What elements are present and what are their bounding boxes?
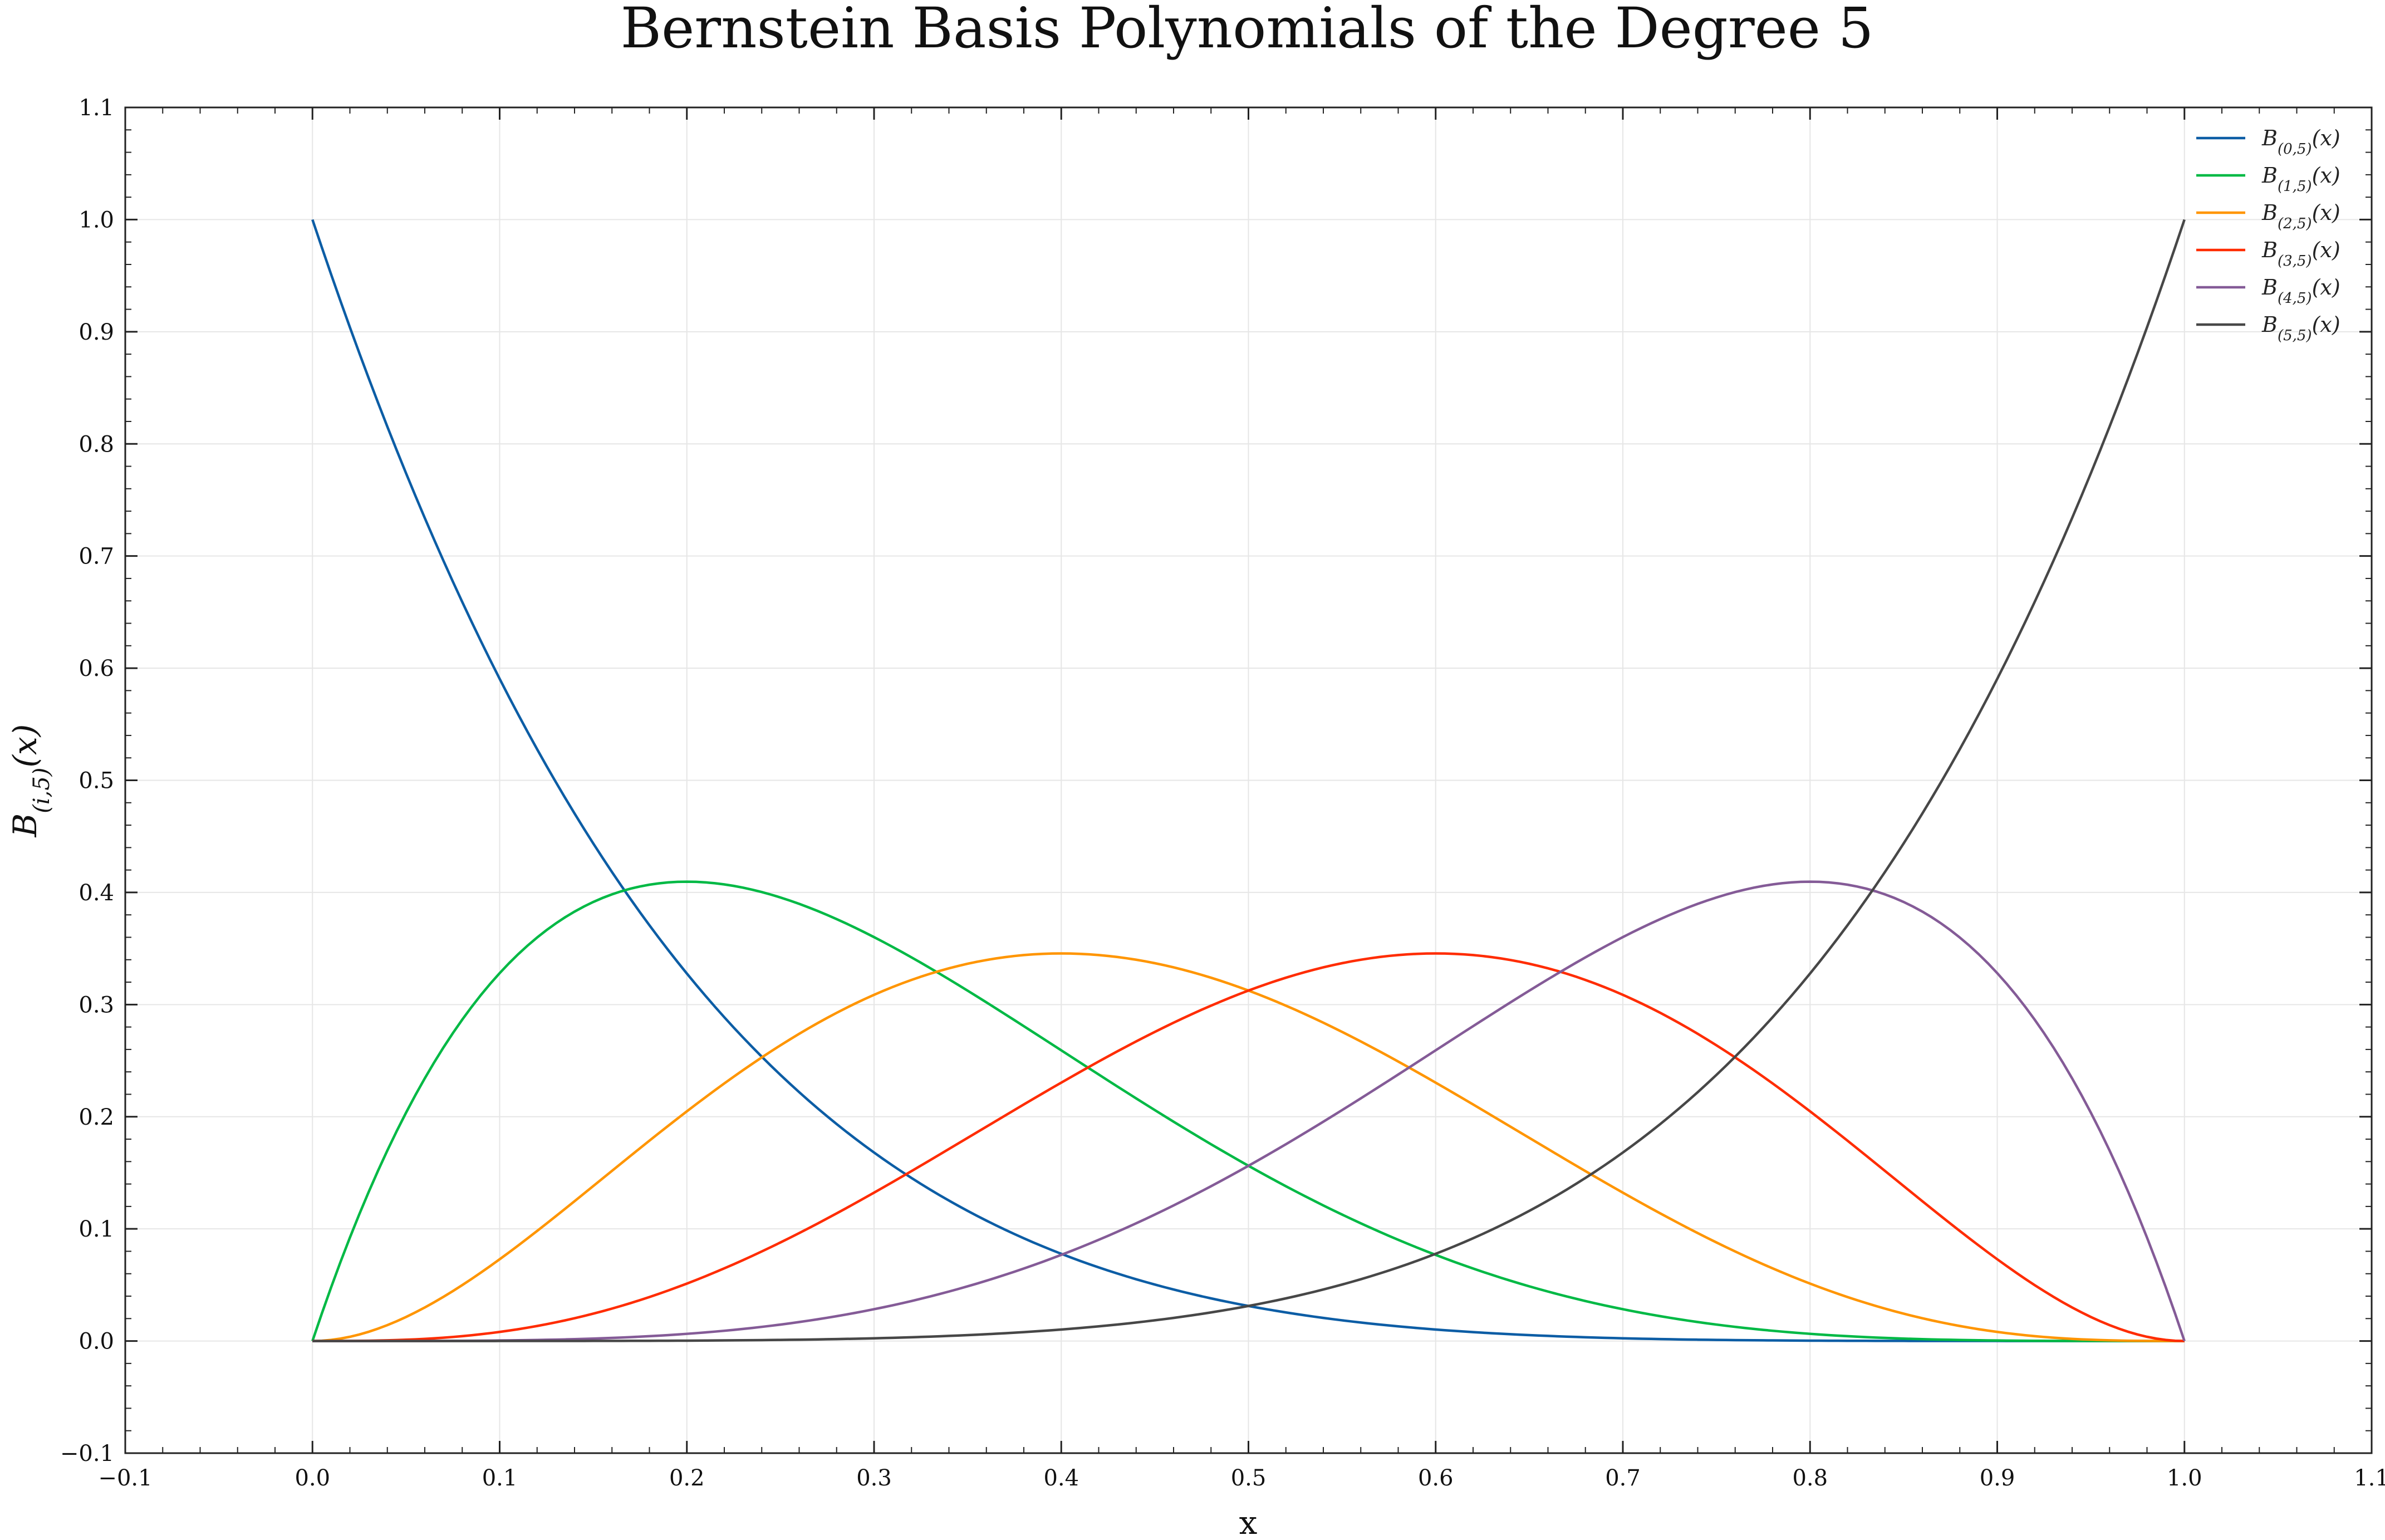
legend-label-base: B	[2261, 275, 2278, 300]
y-tick-label-11: 1.0	[78, 207, 114, 233]
legend-label-sub: (5,5)	[2278, 327, 2312, 344]
series-line-3	[312, 952, 2185, 1342]
y-tick-label-2: 0.1	[78, 1217, 114, 1242]
legend-label-arg: (x)	[2312, 126, 2340, 150]
y-tick-label-8: 0.7	[78, 544, 114, 570]
legend-label-arg: (x)	[2312, 163, 2340, 188]
legend-label-sub: (0,5)	[2278, 141, 2312, 158]
y-axis-label: B(i,5)(x)	[6, 724, 55, 838]
x-tick-label-8: 0.7	[1605, 1465, 1641, 1491]
y-tick-label-6: 0.5	[78, 768, 114, 794]
y-tick-labels: −0.1 0.0 0.1 0.2 0.3 0.4 0.5 0.6 0.7 0.8 0.9 1.0 1.1	[60, 95, 114, 1467]
series-curves	[311, 219, 2186, 1342]
chart-title: Bernstein Basis Polynomials of the Degre…	[621, 0, 1874, 61]
x-tick-label-5: 0.4	[1043, 1465, 1079, 1491]
legend-label-arg: (x)	[2312, 312, 2340, 337]
x-axis-label: x	[1239, 1504, 1258, 1540]
x-tick-label-3: 0.2	[669, 1465, 705, 1491]
legend-label-base: B	[2261, 200, 2278, 225]
y-tick-label-5: 0.4	[78, 880, 114, 906]
legend-label-arg: (x)	[2312, 200, 2340, 225]
axis-ticks	[124, 106, 2373, 1454]
y-axis-label-sub: (i,5)	[29, 768, 55, 813]
legend-label-sub: (2,5)	[2278, 215, 2312, 232]
legend-label-sub: (4,5)	[2278, 290, 2312, 307]
x-tick-label-2: 0.1	[482, 1465, 518, 1491]
x-tick-label-1: 0.0	[295, 1465, 330, 1491]
x-tick-label-7: 0.6	[1418, 1465, 1454, 1491]
y-tick-label-0: −0.1	[60, 1441, 114, 1467]
y-tick-label-4: 0.3	[78, 992, 114, 1018]
y-axis-label-base: B	[6, 813, 44, 838]
x-tick-label-0: −0.1	[98, 1465, 152, 1491]
legend-label-2: B(2,5)(x)	[2261, 200, 2340, 232]
legend-label-base: B	[2261, 163, 2278, 188]
x-tick-label-9: 0.8	[1792, 1465, 1828, 1491]
x-tick-label-4: 0.3	[856, 1465, 892, 1491]
legend-label-5: B(5,5)(x)	[2261, 312, 2340, 344]
x-tick-label-11: 1.0	[2167, 1465, 2202, 1491]
y-tick-label-12: 1.1	[78, 95, 114, 121]
series-line-5	[312, 219, 2186, 1342]
y-tick-label-9: 0.8	[78, 431, 114, 457]
legend-label-4: B(4,5)(x)	[2261, 275, 2340, 307]
x-tick-label-12: 1.1	[2354, 1465, 2385, 1491]
legend-label-0: B(0,5)(x)	[2261, 126, 2340, 158]
legend-label-base: B	[2261, 238, 2278, 262]
legend-label-3: B(3,5)(x)	[2261, 238, 2340, 269]
legend-label-sub: (3,5)	[2278, 253, 2312, 269]
x-tick-label-6: 0.5	[1231, 1465, 1267, 1491]
legend-label-arg: (x)	[2312, 275, 2340, 300]
legend-label-base: B	[2261, 126, 2278, 150]
legend-label-base: B	[2261, 312, 2278, 337]
x-tick-labels: −0.1 0.0 0.1 0.2 0.3 0.4 0.5 0.6 0.7 0.8 0.9 1.0 1.1	[98, 1465, 2385, 1491]
y-tick-label-3: 0.2	[78, 1105, 114, 1130]
x-tick-label-10: 0.9	[1980, 1465, 2015, 1491]
legend-label-sub: (1,5)	[2278, 178, 2312, 195]
y-axis-label-arg: (x)	[6, 724, 44, 768]
legend: B(0,5)(x)B(1,5)(x)B(2,5)(x)B(3,5)(x)B(4,…	[2196, 126, 2340, 344]
y-tick-label-7: 0.6	[78, 656, 114, 681]
grid	[125, 107, 2372, 1454]
legend-label-1: B(1,5)(x)	[2261, 163, 2340, 195]
y-tick-label-1: 0.0	[78, 1329, 114, 1355]
y-tick-label-10: 0.9	[78, 320, 114, 345]
legend-label-arg: (x)	[2312, 238, 2340, 262]
